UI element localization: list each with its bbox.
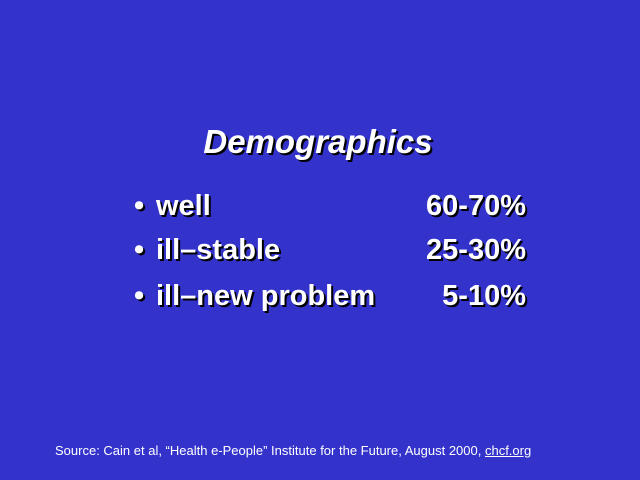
bullet-icon: •	[134, 234, 145, 266]
source-citation: Source: Cain et al, “Health e-People” In…	[55, 443, 531, 458]
bullet-item-ill-stable: • ill–stable 25-30%	[134, 234, 534, 278]
bullet-item-ill-new-problem: • ill–new problem 5-10%	[134, 280, 534, 324]
bullet-label: ill–stable	[156, 234, 281, 266]
slide-title: Demographics	[203, 123, 433, 160]
bullet-value: 5-10%	[442, 280, 526, 312]
source-link[interactable]: chcf.org	[484, 443, 532, 458]
bullet-label: well	[156, 190, 211, 222]
bullet-icon: •	[134, 280, 145, 312]
bullet-value: 25-30%	[426, 234, 526, 266]
source-text: Source: Cain et al, “Health e-People” In…	[55, 443, 485, 458]
bullet-value: 60-70%	[426, 190, 526, 222]
bullet-item-well: • well 60-70%	[134, 190, 534, 234]
bullet-icon: •	[134, 190, 145, 222]
bullet-list: • well 60-70% • ill–stable 25-30% • ill–…	[134, 190, 534, 324]
bullet-label: ill–new problem	[156, 280, 376, 312]
